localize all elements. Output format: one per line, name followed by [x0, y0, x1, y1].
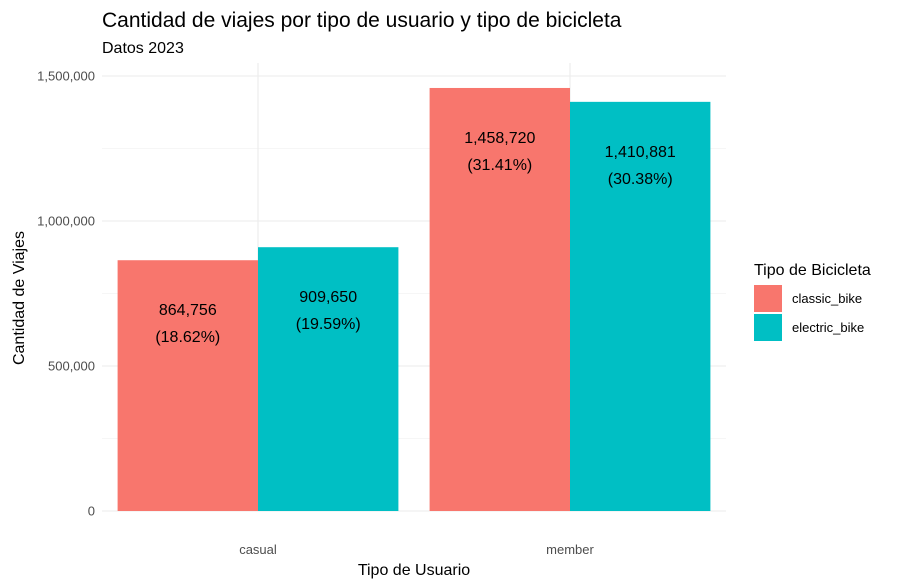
bar-classic_bike-casual [117, 260, 258, 511]
bar-value-label: 909,650 [299, 289, 357, 306]
y-axis-title: Cantidad de Viajes [11, 231, 28, 365]
chart-title: Cantidad de viajes por tipo de usuario y… [102, 9, 622, 32]
legend-label: electric_bike [792, 320, 864, 335]
y-tick-label: 1,500,000 [37, 69, 95, 84]
bar-value-label: 1,458,720 [464, 130, 535, 147]
bar-value-label: (30.38%) [608, 171, 673, 188]
bar-electric_bike-member [570, 101, 711, 511]
y-tick-label: 0 [88, 504, 95, 519]
bar-electric_bike-casual [258, 247, 399, 512]
bar-value-label: 864,756 [159, 302, 217, 319]
y-tick-label: 500,000 [48, 359, 95, 374]
chart-subtitle: Datos 2023 [102, 40, 184, 57]
bar-value-label: (18.62%) [155, 329, 220, 346]
legend-label: classic_bike [792, 291, 862, 306]
legend: Tipo de Bicicleta classic_bike electric_b… [754, 262, 871, 341]
bar-value-label: (31.41%) [467, 157, 532, 174]
y-axis-ticks: 0 500,000 1,000,000 1,500,000 [37, 69, 95, 519]
bar-value-label: (19.59%) [296, 316, 361, 333]
x-tick-label: casual [239, 542, 277, 557]
bars [117, 87, 711, 512]
legend-title: Tipo de Bicicleta [754, 262, 871, 279]
bar-classic_bike-member [429, 87, 570, 512]
y-tick-label: 1,000,000 [37, 214, 95, 229]
x-axis-title: Tipo de Usuario [358, 562, 470, 579]
bar-value-label: 1,410,881 [605, 144, 676, 161]
legend-swatch-electric_bike [754, 314, 782, 341]
x-tick-label: member [546, 542, 594, 557]
legend-swatch-classic_bike [754, 285, 782, 312]
bar-labels: 864,756 (18.62%) 1,458,720 (31.41%) 909,650 (… [155, 130, 676, 346]
x-axis-ticks: casual member [239, 542, 594, 557]
